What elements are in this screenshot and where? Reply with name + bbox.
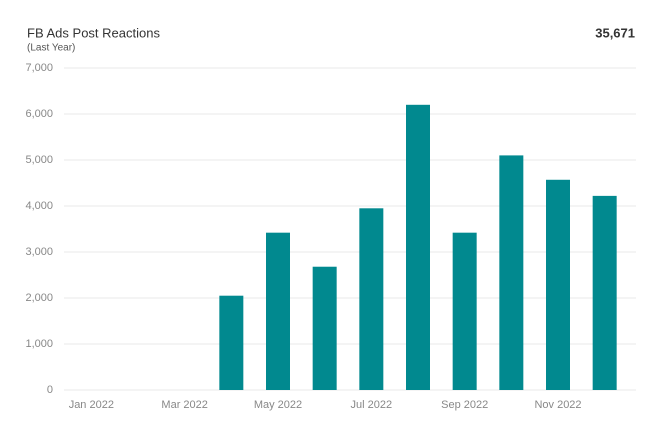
y-tick-label: 4,000 — [25, 200, 53, 212]
bar — [219, 295, 244, 390]
y-tick-label: 6,000 — [25, 108, 53, 120]
x-tick-label: Sep 2022 — [441, 399, 488, 411]
y-tick-label: 3,000 — [25, 246, 53, 258]
x-tick-label: Nov 2022 — [534, 399, 581, 411]
y-tick-label: 0 — [47, 384, 53, 396]
chart-subtitle: (Last Year) — [27, 43, 75, 54]
y-tick-label: 2,000 — [25, 292, 53, 304]
y-tick-label: 7,000 — [25, 62, 53, 74]
bar — [266, 232, 290, 390]
bar — [499, 155, 524, 390]
x-tick-label: Jul 2022 — [351, 399, 393, 411]
x-tick-label: May 2022 — [254, 399, 302, 411]
bar — [546, 179, 570, 390]
bar — [592, 195, 617, 390]
chart-title: FB Ads Post Reactions — [27, 25, 160, 40]
y-tick-label: 1,000 — [25, 338, 53, 350]
x-tick-label: Jan 2022 — [69, 399, 114, 411]
y-tick-label: 5,000 — [25, 154, 53, 166]
x-tick-label: Mar 2022 — [161, 399, 207, 411]
total-value: 35,671 — [595, 25, 635, 40]
bar — [312, 266, 337, 390]
bar — [359, 208, 384, 390]
bar — [406, 104, 430, 391]
bar — [452, 232, 477, 390]
